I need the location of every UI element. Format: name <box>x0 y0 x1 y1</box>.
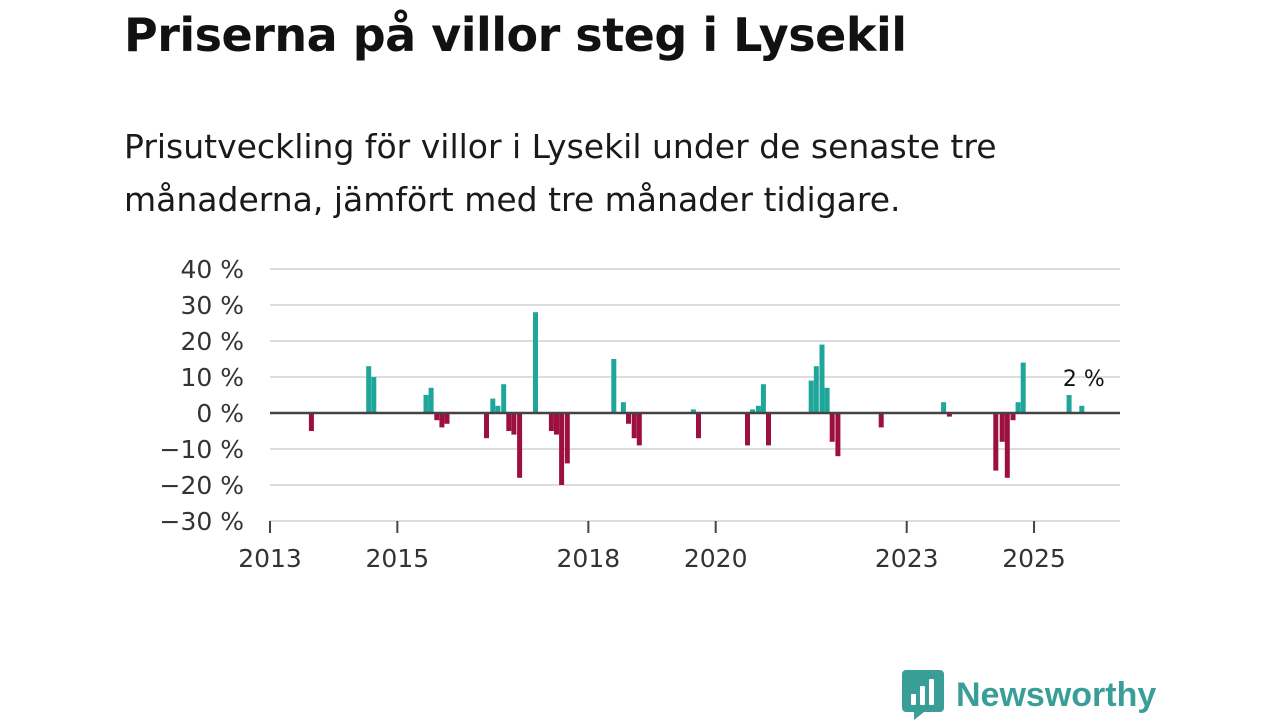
page-title: Priserna på villor steg i Lysekil <box>124 8 907 62</box>
bar-negative <box>829 413 835 442</box>
bar-negative <box>554 413 559 435</box>
x-tick-label: 2023 <box>875 544 939 573</box>
label-layer: 40 % 30 % 20 % 10 % 0 % −10 % −20 % −30 % 2013 20… <box>160 255 1105 573</box>
y-tick-label: −10 % <box>160 435 244 464</box>
y-tick-label: 30 % <box>180 291 244 320</box>
bar-negative <box>517 413 523 478</box>
bar-negative <box>444 413 450 424</box>
y-tick-label: 0 % <box>196 399 244 428</box>
bar-layer <box>308 312 1085 485</box>
bar-positive <box>824 387 830 413</box>
brand-logo: Newsworthy <box>902 670 1156 720</box>
bar-positive <box>495 405 501 413</box>
bar-negative <box>1004 413 1010 478</box>
bar-positive <box>423 395 429 413</box>
x-tick-label: 2013 <box>238 544 302 573</box>
x-tick-label: 2020 <box>684 544 748 573</box>
bar-negative <box>506 413 512 431</box>
y-tick-label: −20 % <box>160 471 244 500</box>
bar-negative <box>439 413 445 428</box>
bar-positive <box>1079 405 1085 413</box>
bar-negative <box>696 413 701 439</box>
y-tick-label: 20 % <box>180 327 244 356</box>
y-tick-label: 40 % <box>180 255 244 284</box>
bar-negative <box>626 413 631 424</box>
bar-positive <box>750 409 756 413</box>
bar-negative <box>564 413 570 464</box>
bar-negative <box>835 413 841 457</box>
bar-positive <box>1020 362 1026 413</box>
bar-negative <box>484 413 489 439</box>
latest-value-label: 2 % <box>1063 367 1105 392</box>
bar-positive <box>819 344 825 413</box>
bar-positive <box>1015 402 1021 413</box>
bar-negative <box>511 413 517 435</box>
bar-negative <box>946 413 952 417</box>
bar-negative <box>999 413 1005 442</box>
bar-negative <box>631 413 637 439</box>
bar-negative <box>548 413 554 431</box>
bar-positive <box>611 359 617 413</box>
bar-negative <box>993 413 999 471</box>
x-tick-label: 2018 <box>557 544 621 573</box>
bar-negative <box>636 413 642 446</box>
bar-positive <box>366 366 372 413</box>
bar-positive <box>428 387 434 413</box>
grid-layer <box>270 268 1120 522</box>
bar-positive <box>755 405 761 413</box>
bar-negative <box>766 413 771 446</box>
bar-positive <box>490 398 496 413</box>
page-subtitle: Prisutveckling för villor i Lysekil unde… <box>124 127 997 219</box>
bar-positive <box>620 402 626 413</box>
bar-positive <box>371 377 377 413</box>
bar-positive <box>501 384 507 413</box>
bar-positive <box>533 312 538 413</box>
y-tick-label: 10 % <box>180 363 244 392</box>
bar-positive <box>808 380 814 413</box>
bar-positive <box>1066 395 1072 413</box>
bar-negative <box>745 413 750 446</box>
axis-layer <box>269 411 1120 533</box>
bar-negative <box>878 413 884 428</box>
bar-positive <box>760 384 766 413</box>
x-tick-label: 2025 <box>1002 544 1066 573</box>
bar-positive <box>690 409 696 413</box>
newsworthy-logo-icon <box>902 670 944 720</box>
brand-name: Newsworthy <box>956 675 1157 714</box>
bar-negative <box>559 413 565 485</box>
x-tick-label: 2015 <box>366 544 430 573</box>
bar-positive <box>941 402 947 413</box>
bar-negative <box>1010 413 1016 421</box>
bar-negative <box>308 413 314 431</box>
y-tick-label: −30 % <box>160 507 244 536</box>
bar-positive <box>813 366 819 413</box>
bar-negative <box>434 413 440 421</box>
